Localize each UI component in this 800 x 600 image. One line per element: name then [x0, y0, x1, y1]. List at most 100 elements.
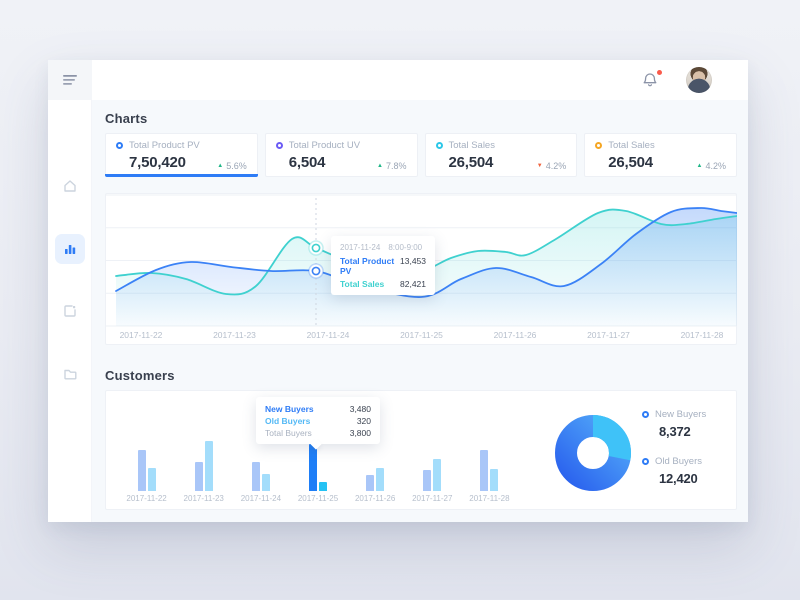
stat-accent-icon: [435, 142, 443, 149]
donut-legend: New Buyers 8,372 Old Buyers 12,420: [642, 409, 706, 486]
bar-group[interactable]: 2017-11-24: [232, 431, 289, 505]
customers-panel: 2017-11-22 2017-11-23 2017-11-24 2017-11-25…: [105, 390, 737, 510]
customers-section-title: Customers: [105, 368, 175, 383]
stat-card-total-sales-1[interactable]: Total Sales 26,504 ▼ 4.2%: [424, 133, 578, 177]
trend-arrow-icon: ▼: [536, 163, 543, 169]
stat-accent-icon: [116, 142, 123, 149]
stat-value: 26,504: [448, 154, 494, 171]
stat-value: 26,504: [608, 154, 653, 171]
tooltip-series-label: Old Buyers: [265, 416, 311, 426]
x-axis-tick: 2017-11-26: [493, 330, 537, 340]
x-axis-tick: 2017-11-28: [469, 494, 510, 503]
new-buyers-bar[interactable]: [423, 470, 432, 491]
tooltip-series-value: 3,800: [349, 428, 371, 438]
sidebar-item-charts[interactable]: [55, 234, 85, 264]
trend-value: 4.2%: [545, 161, 567, 171]
trend-indicator: ▲ 7.8%: [377, 161, 406, 171]
x-axis-tick: 2017-11-23: [183, 494, 224, 503]
bar-chart[interactable]: 2017-11-22 2017-11-23 2017-11-24 2017-11-25…: [118, 431, 518, 505]
tooltip-series-label: Total Buyers: [265, 428, 312, 438]
document-icon: [64, 305, 76, 317]
bar-group[interactable]: 2017-11-26: [347, 431, 404, 505]
sidebar-item-reports[interactable]: [55, 296, 85, 326]
bar-group[interactable]: 2017-11-25: [289, 431, 346, 505]
notification-badge: [657, 70, 662, 75]
tooltip-time: 8:00-9:00: [388, 243, 423, 252]
legend-value: 8,372: [659, 424, 691, 439]
trend-value: 5.6%: [226, 161, 247, 171]
bar-group[interactable]: 2017-11-27: [404, 431, 461, 505]
stat-card-total-sales-2[interactable]: Total Sales 26,504 ▲ 4.2%: [584, 133, 737, 177]
new-buyers-bar[interactable]: [308, 444, 317, 491]
legend-item-old-buyers: Old Buyers 12,420: [642, 456, 706, 486]
line-chart[interactable]: 2017-11-22 2017-11-23 2017-11-24 2017-11-25…: [105, 193, 737, 345]
x-axis-tick: 2017-11-25: [400, 330, 443, 340]
sidebar-item-files[interactable]: [55, 359, 85, 389]
trend-value: 4.2%: [705, 161, 726, 171]
x-axis-tick: 2017-11-24: [306, 330, 350, 340]
bar-group[interactable]: 2017-11-23: [175, 431, 232, 505]
bar-group[interactable]: 2017-11-28: [461, 431, 518, 505]
bell-icon: [643, 73, 657, 87]
donut-chart[interactable]: [554, 414, 632, 492]
dashboard-window: Charts Total Product PV 7,50,420 ▲ 5.6% To…: [48, 60, 748, 522]
stat-label: Total Product UV: [288, 140, 361, 151]
trend-indicator: ▼ 4.2%: [537, 161, 566, 171]
stat-card-total-product-uv[interactable]: Total Product UV 6,504 ▲ 7.8%: [264, 133, 418, 177]
x-axis-tick: 2017-11-24: [240, 494, 282, 503]
bar-chart-icon: [65, 245, 76, 254]
x-axis-tick: 2017-11-23: [213, 330, 256, 340]
menu-toggle-button[interactable]: [48, 60, 92, 100]
x-axis-tick: 2017-11-22: [126, 494, 167, 503]
new-buyers-bar[interactable]: [194, 462, 203, 491]
notifications-button[interactable]: [641, 69, 663, 91]
user-avatar[interactable]: [686, 67, 712, 93]
bar-group[interactable]: 2017-11-22: [118, 431, 175, 505]
sidebar: [48, 60, 92, 522]
legend-item-new-buyers: New Buyers 8,372: [642, 409, 706, 439]
topbar: [92, 60, 748, 100]
new-buyers-bar[interactable]: [137, 450, 146, 491]
tooltip-series-value: 13,453: [400, 256, 426, 266]
new-buyers-bar[interactable]: [480, 450, 489, 491]
stat-accent-icon: [595, 142, 603, 149]
tooltip-date: 2017-11-24: [340, 243, 381, 252]
trend-arrow-icon: ▲: [217, 163, 224, 169]
old-buyers-bar[interactable]: [261, 474, 270, 491]
old-buyers-bar[interactable]: [204, 441, 213, 491]
trend-indicator: ▲ 5.6%: [217, 161, 246, 171]
stat-cards-row: Total Product PV 7,50,420 ▲ 5.6% Total Pro…: [105, 133, 737, 177]
tooltip-series-value: 3,480: [349, 404, 371, 414]
legend-value: 12,420: [659, 471, 698, 486]
bar-chart-tooltip: New Buyers 3,480 Old Buyers 320 Total Buye…: [256, 397, 380, 450]
old-buyers-bar[interactable]: [433, 459, 442, 491]
stat-card-total-product-pv[interactable]: Total Product PV 7,50,420 ▲ 5.6%: [105, 133, 258, 177]
tooltip-series-label: Total Sales: [340, 279, 385, 289]
trend-arrow-icon: ▲: [377, 163, 383, 169]
old-buyers-bar[interactable]: [147, 468, 156, 491]
old-buyers-bar[interactable]: [490, 469, 499, 491]
stat-label: Total Sales: [448, 140, 495, 151]
legend-dot-icon: [642, 458, 649, 465]
charts-section-title: Charts: [105, 111, 148, 126]
x-axis-tick: 2017-11-27: [412, 494, 453, 503]
line-chart-canvas: [106, 194, 737, 327]
new-buyers-bar[interactable]: [251, 462, 260, 491]
folder-icon: [64, 369, 77, 380]
trend-indicator: ▲ 4.2%: [697, 161, 726, 171]
stat-value: 7,50,420: [129, 154, 186, 171]
tooltip-series-value: 320: [356, 416, 371, 426]
legend-label: New Buyers: [655, 409, 707, 420]
old-buyers-bar[interactable]: [376, 468, 385, 491]
old-buyers-bar[interactable]: [318, 482, 327, 491]
sidebar-item-home[interactable]: [55, 171, 85, 201]
x-axis-tick: 2017-11-26: [354, 494, 396, 503]
x-axis-tick: 2017-11-27: [587, 330, 630, 340]
tooltip-series-value: 82,421: [400, 279, 426, 289]
legend-label: Old Buyers: [655, 456, 702, 467]
stat-label: Total Product PV: [129, 140, 200, 151]
trend-value: 7.8%: [385, 161, 407, 171]
new-buyers-bar[interactable]: [366, 475, 375, 491]
x-axis-tick: 2017-11-22: [119, 330, 163, 340]
tooltip-series-label: Total Product PV: [340, 256, 395, 276]
